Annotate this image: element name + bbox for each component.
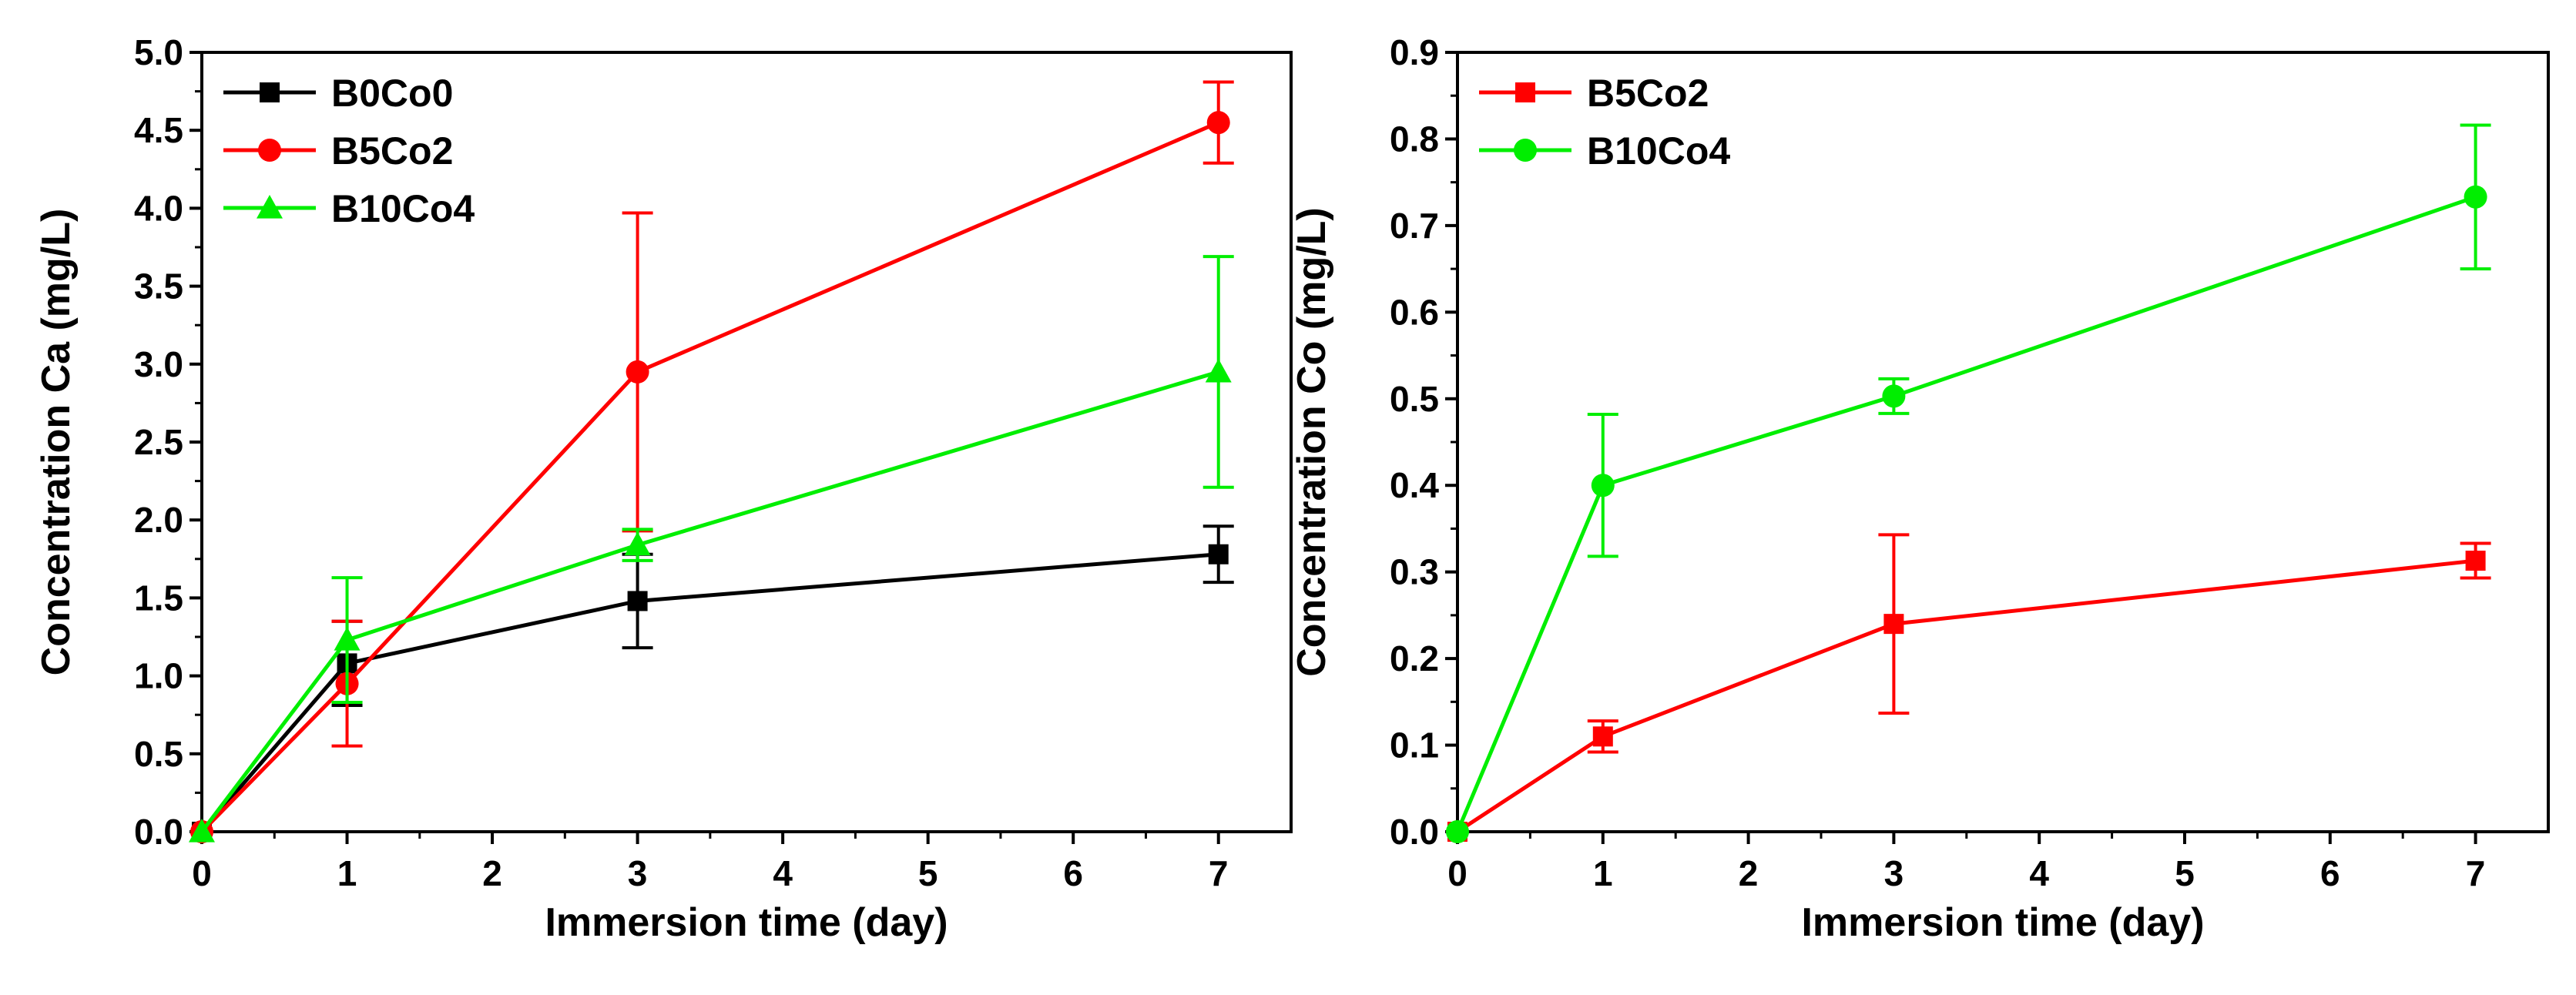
legend-marker [1514, 139, 1537, 162]
legend-marker [258, 139, 281, 162]
legend-label: B0Co0 [331, 72, 453, 115]
y-tick-label: 0.9 [1390, 32, 1439, 72]
y-tick-label: 3.0 [134, 344, 183, 384]
legend-label: B10Co4 [331, 187, 475, 230]
legend-marker [1515, 82, 1535, 102]
data-point [626, 360, 649, 384]
legend-label: B10Co4 [1587, 129, 1730, 173]
y-tick-label: 4.5 [134, 110, 183, 150]
y-tick-label: 1.0 [134, 656, 183, 696]
calcium-release-chart: 0 1 2 3 4 5 6 7 0.0 0.5 1.0 1.5 2.0 2.5 3.0 3.5 4.0 4.5 5.… [34, 32, 1293, 945]
y-tick-label: 2.0 [134, 500, 183, 540]
x-tick-label: 2 [482, 853, 502, 893]
x-tick-label: 7 [2466, 853, 2486, 893]
x-tick-label: 7 [1209, 853, 1229, 893]
x-tick-label: 3 [1884, 853, 1904, 893]
series-line [200, 552, 1219, 833]
y-axis-label: Concentration Co (mg/L) [1290, 207, 1334, 677]
x-tick-label: 4 [2029, 853, 2049, 893]
data-point [2465, 551, 2486, 571]
x-tick-label: 6 [2320, 853, 2340, 893]
y-tick-label: 5.0 [134, 32, 183, 72]
y-tick-label: 0.1 [1390, 725, 1439, 766]
legend: B0Co0 B5Co2 B10Co4 [223, 72, 475, 230]
data-point [627, 591, 648, 611]
data-point [1591, 474, 1615, 498]
x-tick-label: 0 [1447, 853, 1467, 893]
x-tick-label: 1 [1593, 853, 1613, 893]
y-tick-label: 0.2 [1390, 638, 1439, 678]
y-tick-label: 2.5 [134, 422, 183, 462]
series-line [1456, 558, 2476, 834]
x-axis-label: Immersion time (day) [1801, 900, 2204, 945]
data-point [1592, 726, 1613, 747]
data-point [1446, 820, 1469, 843]
y-tick-label: 0.7 [1390, 206, 1439, 246]
y-tick-label: 0.0 [134, 812, 183, 852]
series-b10co4 [1446, 123, 2491, 843]
y-tick-label: 0.5 [134, 734, 183, 774]
series-line [200, 370, 1219, 833]
x-tick-label: 2 [1739, 853, 1759, 893]
legend-marker [257, 195, 283, 219]
legend: B5Co2 B10Co4 [1479, 72, 1730, 173]
x-tick-label: 1 [337, 853, 357, 893]
y-tick-label: 1.5 [134, 578, 183, 618]
series-b5co2 [1447, 533, 2491, 842]
y-tick-label: 0.3 [1390, 552, 1439, 592]
y-tick-label: 0.5 [1390, 379, 1439, 419]
series-b10co4 [189, 255, 1234, 843]
series-line [1455, 195, 2477, 833]
y-axis-label: Concentration Ca (mg/L) [34, 209, 79, 676]
legend-label: B5Co2 [331, 129, 453, 173]
data-point [1206, 111, 1230, 135]
legend-marker [260, 82, 280, 102]
data-point [1882, 384, 1906, 408]
legend-label: B5Co2 [1587, 72, 1709, 115]
data-point [189, 819, 215, 843]
cobalt-release-chart: 0 1 2 3 4 5 6 7 0.0 0.1 0.2 0.3 0.4 0.5 0.6 0.7 0.8 0.9 Im… [1290, 32, 2550, 945]
y-tick-label: 0.6 [1390, 292, 1439, 332]
x-tick-label: 5 [918, 853, 938, 893]
x-tick-label: 4 [773, 853, 793, 893]
series-line [200, 120, 1219, 833]
data-point [334, 627, 361, 651]
data-point [1883, 614, 1904, 635]
data-point [2464, 185, 2487, 209]
x-tick-label: 0 [192, 853, 212, 893]
y-tick-label: 3.5 [134, 266, 183, 307]
x-tick-label: 5 [2175, 853, 2195, 893]
y-tick-label: 4.0 [134, 188, 183, 228]
x-tick-label: 6 [1063, 853, 1083, 893]
data-point [624, 531, 651, 556]
y-tick-label: 0.8 [1390, 119, 1439, 159]
data-point [1205, 358, 1232, 383]
y-tick-label: 0.0 [1390, 812, 1439, 852]
x-axis-label: Immersion time (day) [545, 900, 948, 945]
x-tick-label: 3 [628, 853, 648, 893]
y-tick-label: 0.4 [1390, 465, 1439, 505]
data-point [1208, 544, 1229, 565]
